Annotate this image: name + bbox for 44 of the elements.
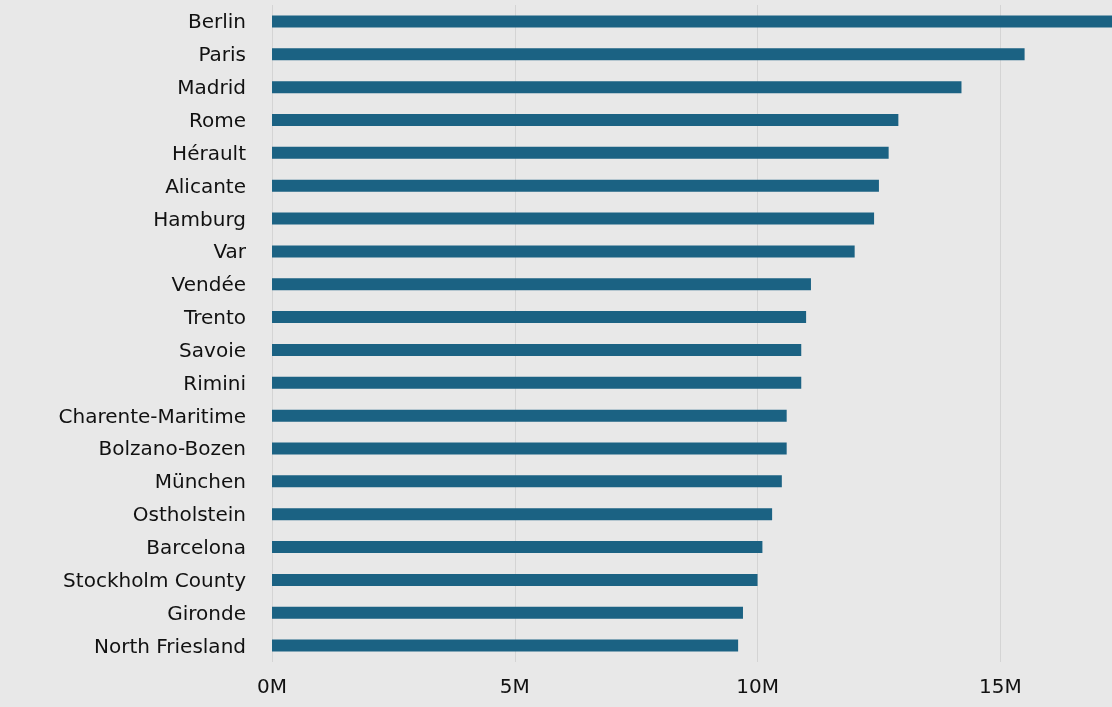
bar <box>272 179 879 192</box>
x-tick-label: 5M <box>499 674 530 698</box>
y-tick-label: Stockholm County <box>63 567 247 592</box>
bar <box>272 639 739 652</box>
bar <box>272 113 899 126</box>
y-tick-label: Hérault <box>172 140 247 165</box>
y-tick-label: Vendée <box>171 272 246 297</box>
bar <box>272 573 758 586</box>
bar <box>272 278 811 291</box>
y-tick-label: Gironde <box>167 600 246 625</box>
y-tick-label: Paris <box>198 42 246 67</box>
bar <box>272 508 773 521</box>
bar <box>272 81 962 94</box>
y-tick-label: Madrid <box>177 75 246 100</box>
bar <box>272 409 787 422</box>
y-tick-label: Trento <box>182 305 246 330</box>
bar <box>272 541 763 554</box>
y-tick-label: Savoie <box>179 337 246 362</box>
y-tick-label: Alicante <box>165 173 246 198</box>
bar <box>272 442 787 455</box>
bar <box>272 146 889 159</box>
x-tick-label: 10M <box>736 674 779 698</box>
x-tick-label: 15M <box>978 674 1022 698</box>
y-tick-label: München <box>154 469 246 494</box>
y-tick-label: North Friesland <box>93 633 246 658</box>
y-tick-label: Hamburg <box>153 206 246 231</box>
bar <box>272 212 875 225</box>
y-tick-label: Rome <box>188 107 246 132</box>
y-tick-label: Ostholstein <box>132 502 246 527</box>
bar <box>272 376 802 389</box>
bar <box>272 311 807 324</box>
y-tick-label: Berlin <box>187 9 246 34</box>
y-tick-label: Bolzano-Bozen <box>98 436 246 461</box>
y-tick-label: Var <box>213 239 247 264</box>
x-tick-label: 0M <box>257 674 287 698</box>
bar <box>272 15 1112 28</box>
y-tick-label: Barcelona <box>146 535 246 560</box>
y-tick-label: Charente-Maritime <box>58 403 246 428</box>
y-tick-label: Rimini <box>183 370 246 395</box>
bar <box>272 48 1025 61</box>
bar <box>272 475 782 488</box>
bar <box>272 343 802 356</box>
bar <box>272 606 743 619</box>
bar <box>272 245 855 258</box>
